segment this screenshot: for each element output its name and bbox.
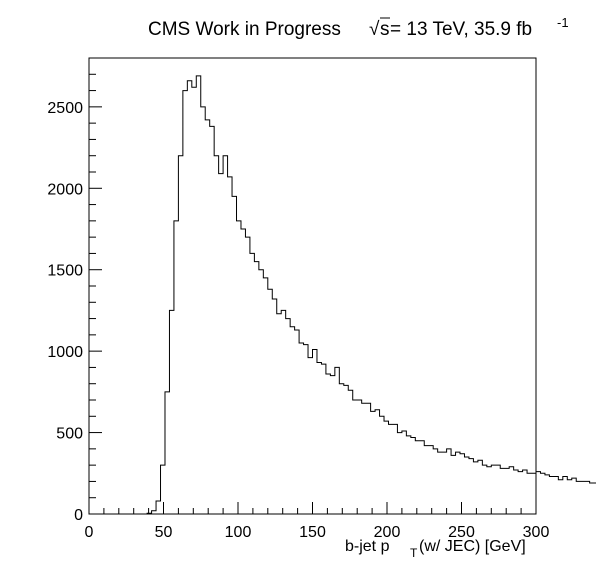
y-tick-label: 1500 (47, 263, 83, 280)
x-axis-title: b-jet p T (w/ JEC) [GeV] (345, 538, 526, 560)
y-tick-label: 0 (74, 507, 83, 524)
title-sqrt-symbol: √ (369, 19, 380, 40)
y-axis: 0 500 1000 1500 2000 2500 (47, 57, 102, 524)
title-energy: = 13 TeV, 35.9 fb (390, 19, 532, 40)
x-tick-label: 150 (299, 524, 326, 541)
title-sqrt-s: s (380, 19, 390, 40)
x-tick-label: 300 (523, 524, 550, 541)
x-tick-label: 0 (85, 524, 94, 541)
y-tick-label: 500 (56, 426, 83, 443)
x-axis-title-subscript: T (410, 546, 418, 560)
histogram-series (89, 75, 596, 515)
x-tick-label: 100 (225, 524, 252, 541)
y-tick-label: 2500 (47, 100, 83, 117)
title-main: CMS Work in Progress (148, 19, 341, 40)
y-tick-label: 1000 (47, 344, 83, 361)
x-tick-label: 50 (155, 524, 173, 541)
x-axis-title-main: b-jet p (345, 538, 390, 555)
chart-title: CMS Work in Progress √ s = 13 TeV, 35.9 … (148, 15, 569, 40)
x-axis-title-tail: (w/ JEC) [GeV] (419, 538, 526, 555)
title-superscript: -1 (557, 15, 569, 30)
x-tick-label: 250 (448, 524, 475, 541)
histogram-outline (89, 75, 596, 515)
y-tick-label: 2000 (47, 181, 83, 198)
x-axis: 0 50 100 150 200 250 300 (85, 502, 550, 541)
x-tick-label: 200 (374, 524, 401, 541)
